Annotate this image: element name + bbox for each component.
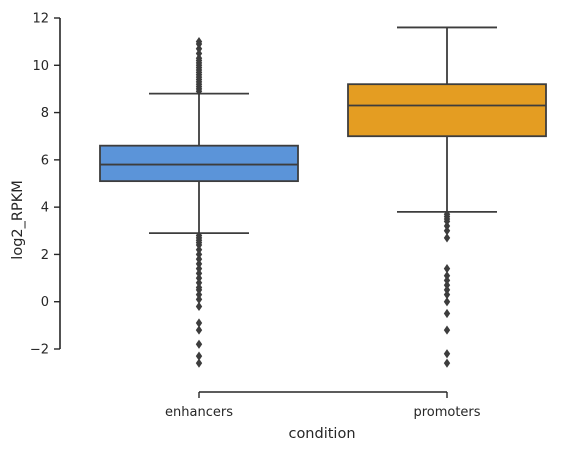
y-tick-label: −2	[30, 343, 49, 358]
outlier-point	[443, 275, 451, 286]
outlier-point	[443, 325, 451, 335]
box-iqr	[99, 144, 299, 183]
y-tick-label: 6	[41, 153, 49, 168]
outlier-point	[195, 339, 203, 349]
x-tick-label-enhancers: enhancers	[165, 405, 233, 420]
outlier-point	[443, 285, 451, 295]
outlier-point	[195, 259, 203, 269]
y-tick-label: 2	[41, 248, 49, 263]
y-tick-label: 4	[41, 201, 49, 216]
outlier-point	[443, 264, 451, 274]
outlier-point	[195, 301, 203, 312]
outlier-point	[195, 358, 203, 368]
outlier-point	[195, 273, 203, 283]
outlier-point	[195, 294, 203, 304]
outlier-point	[443, 271, 451, 281]
outlier-point	[195, 245, 203, 255]
y-tick-label: 8	[41, 106, 49, 121]
box-promoters	[347, 26, 547, 368]
outlier-point	[443, 280, 451, 290]
outlier-point	[195, 351, 203, 361]
y-tick-label: 10	[32, 59, 49, 74]
outlier-point	[195, 48, 203, 59]
outlier-point	[195, 325, 203, 335]
y-tick-label: 12	[32, 12, 49, 27]
outlier-point	[195, 44, 203, 54]
outlier-point	[195, 268, 203, 278]
outlier-point	[195, 37, 203, 47]
x-axis: enhancers promoters	[165, 391, 481, 420]
outlier-point	[443, 358, 451, 368]
outlier-point	[195, 249, 203, 260]
outlier-point	[195, 264, 203, 274]
outlier-point	[195, 254, 203, 264]
outlier-point	[443, 297, 451, 307]
outlier-point	[443, 290, 451, 300]
outlier-point	[443, 221, 451, 231]
outlier-point	[195, 318, 203, 328]
outlier-point	[195, 53, 203, 63]
y-axis: −2 0 2 4 6 8 10 12	[30, 12, 61, 358]
outlier-point	[195, 282, 203, 293]
boxes	[99, 26, 547, 368]
outlier-point	[195, 290, 203, 300]
y-tick-label: 0	[41, 295, 49, 310]
box-enhancers	[99, 37, 299, 368]
x-tick-label-promoters: promoters	[413, 405, 480, 420]
x-axis-label: condition	[288, 426, 355, 442]
box-iqr	[347, 83, 547, 138]
outlier-point	[443, 226, 451, 236]
outlier-point	[443, 209, 451, 219]
outlier-point	[443, 233, 451, 243]
outlier-point	[443, 308, 451, 319]
outlier-point	[443, 349, 451, 359]
outlier-point	[195, 230, 203, 241]
y-axis-label: log2_RPKM	[10, 180, 26, 259]
outlier-point	[195, 278, 203, 288]
